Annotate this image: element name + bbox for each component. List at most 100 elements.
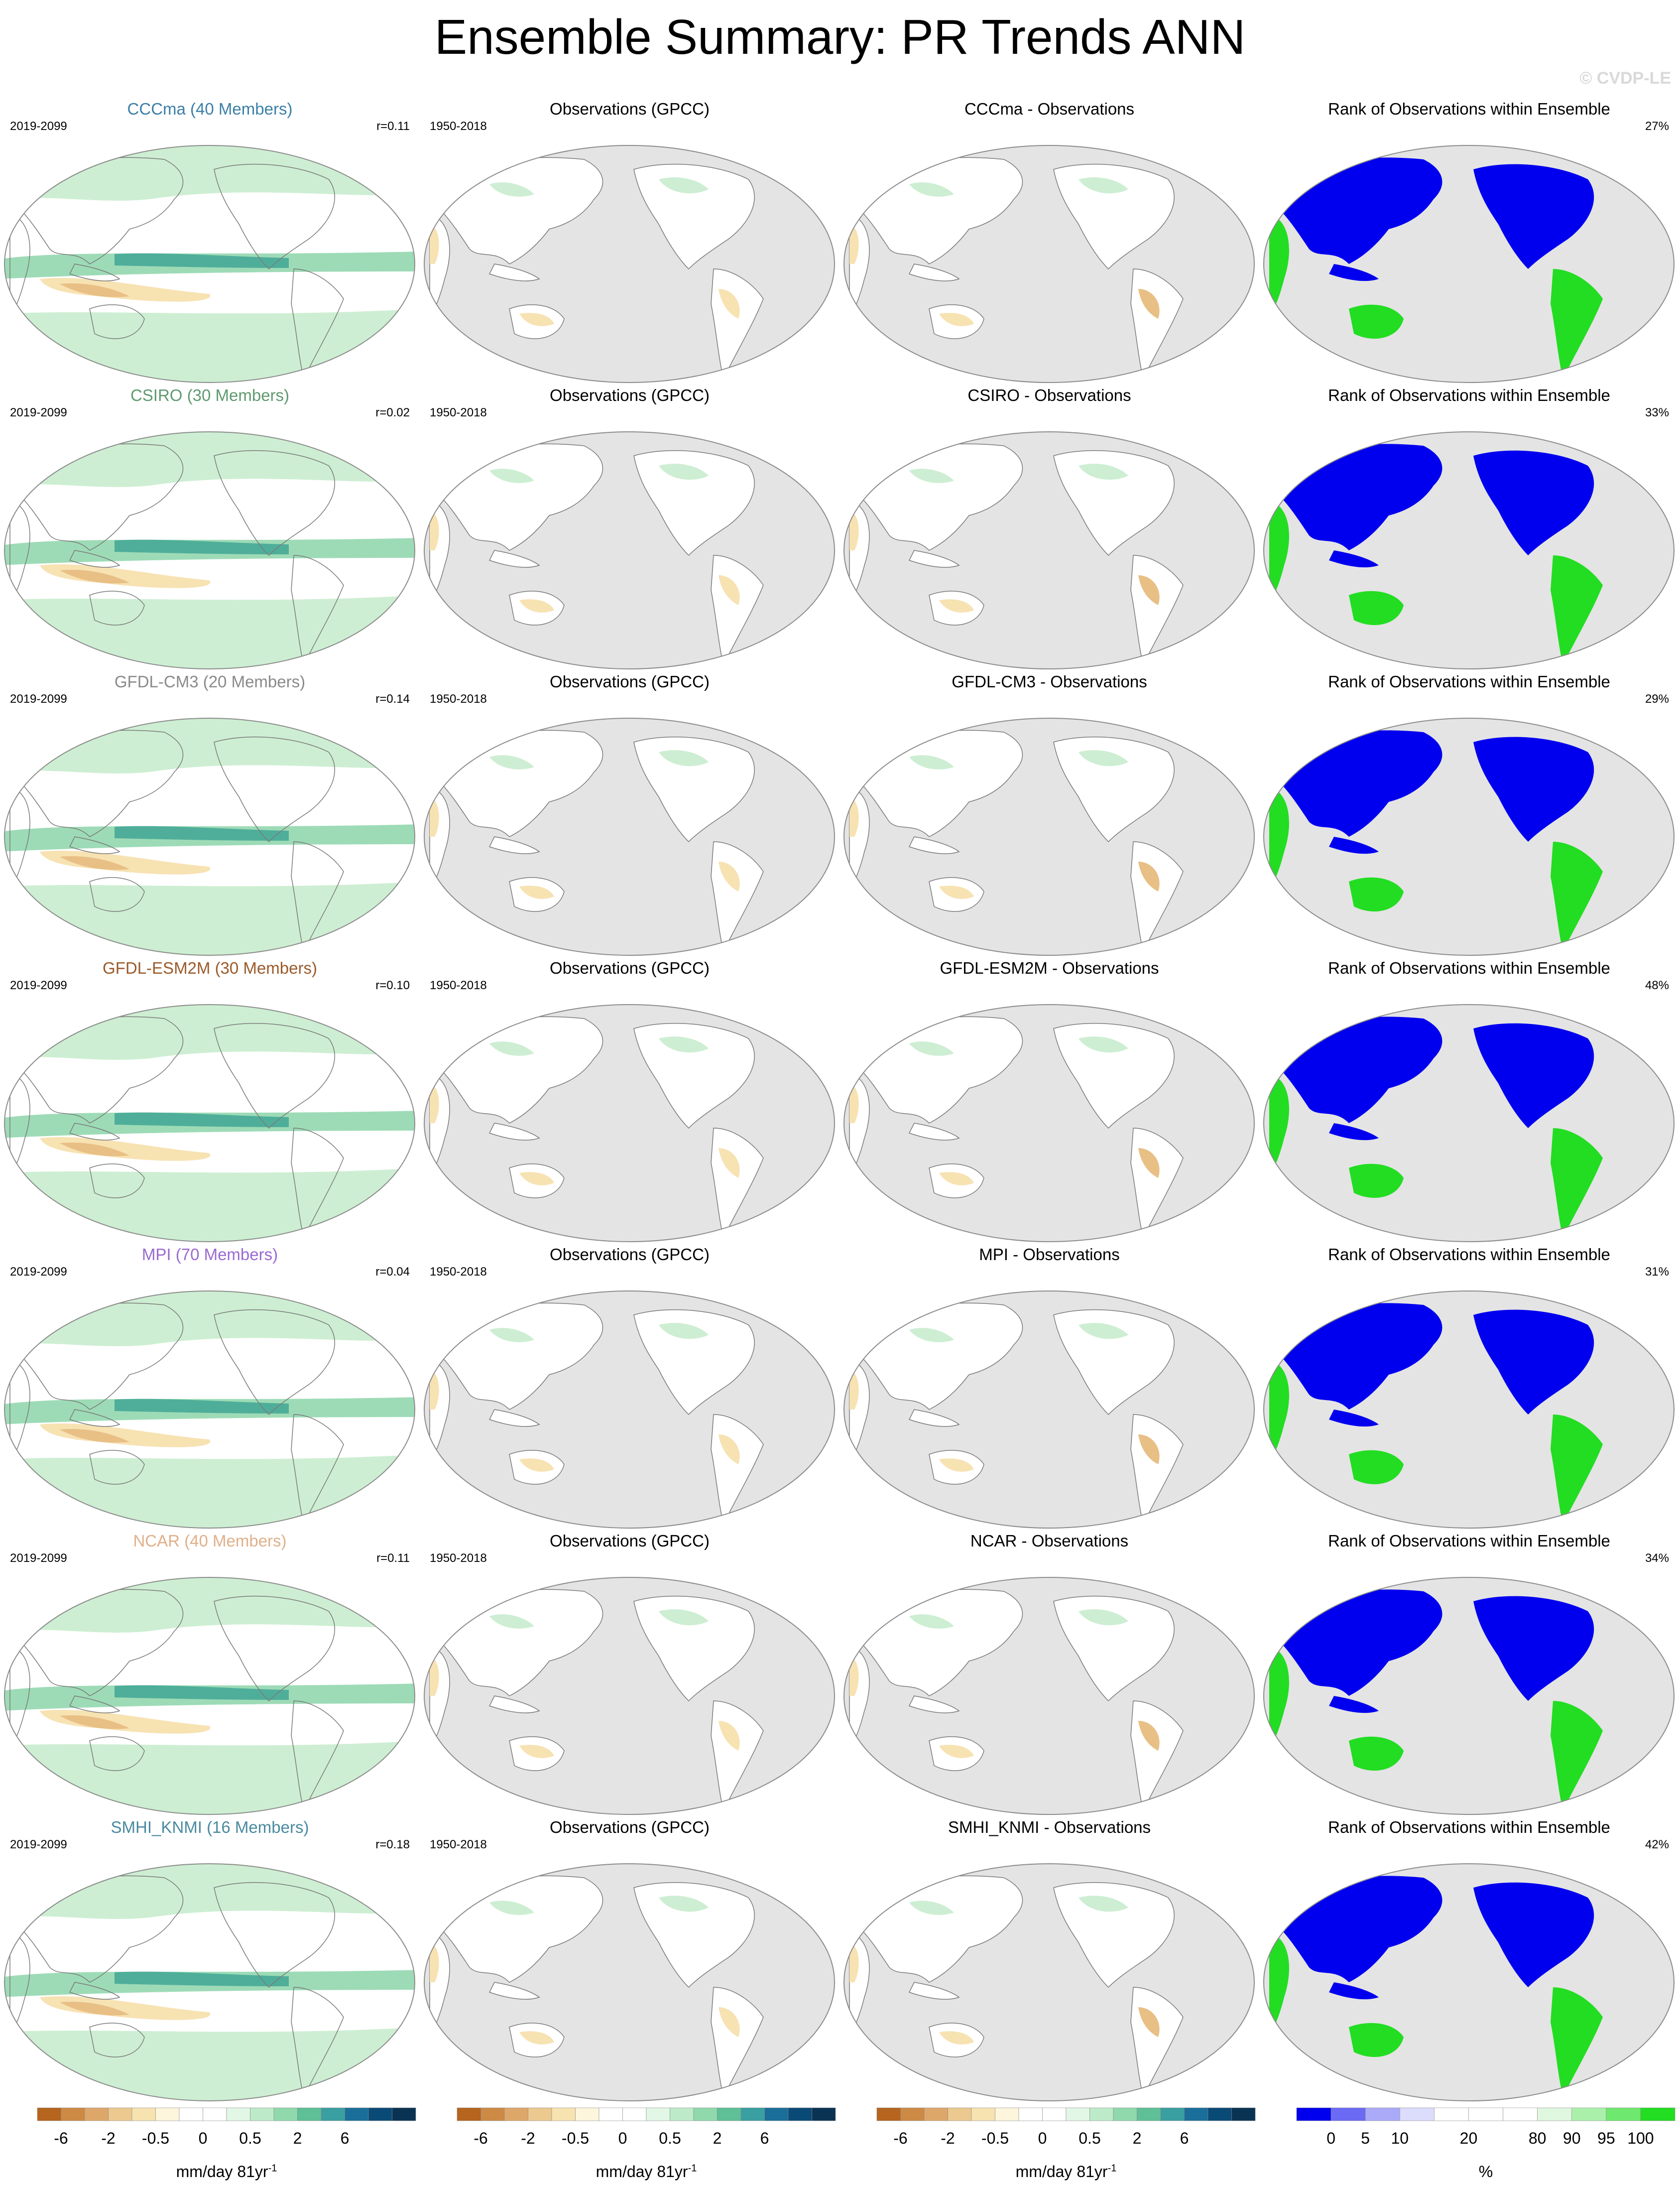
dry-patch-africa xyxy=(849,797,859,837)
coastline-samerica xyxy=(291,1414,344,1526)
pattern-correlation: r=0.10 xyxy=(375,979,410,992)
colorbar-unit: % xyxy=(1478,2163,1493,2181)
colorbar-svg: -6 -2 -0.5 0 0.5 2 6 xyxy=(37,2107,416,2147)
wet-patch-namerica xyxy=(659,177,709,194)
dry-core xyxy=(60,1715,129,1729)
diff-panel-MPI: MPI - Observations xyxy=(840,1245,1259,1531)
land-eurasia xyxy=(859,1875,1023,1983)
colorbar-tick-label: 80 xyxy=(1529,2129,1547,2147)
map-content xyxy=(424,432,835,669)
wet-patch-asia xyxy=(489,755,534,770)
wet-patch-asia xyxy=(909,1328,954,1342)
obs-title: Observations (GPCC) xyxy=(550,1532,710,1550)
wet-patch-asia xyxy=(489,1041,534,1056)
diff-map xyxy=(843,431,1255,669)
wet-band-pacific xyxy=(115,1971,289,1986)
dry-patch-australia xyxy=(519,1458,554,1472)
wet-patch-namerica xyxy=(659,1036,709,1053)
colorbar-swatch xyxy=(948,2107,972,2121)
wet-patch-asia xyxy=(909,1901,954,1915)
land-namerica xyxy=(1053,736,1175,843)
wet-patch-asia xyxy=(909,755,954,770)
land-greenland xyxy=(1603,1012,1643,1036)
dry-core xyxy=(60,856,129,870)
wet-band-pacific xyxy=(115,1399,289,1414)
diff-panel-SMHI_KNMI: SMHI_KNMI - Observations xyxy=(840,1818,1259,2104)
model-panel-GFDL-ESM2M: GFDL-ESM2M (30 Members) 2019-2099 r=0.10 xyxy=(0,959,420,1245)
globe-outline xyxy=(424,431,835,669)
colorbar-diff-trend: -6 -2 -0.5 0 0.5 2 6 mm/day 81yr-1 xyxy=(867,2103,1265,2183)
rank-panel-SMHI_KNMI: Rank of Observations within Ensemble 42% xyxy=(1259,1818,1679,2104)
colorbar-tick-label: -6 xyxy=(474,2129,487,2147)
colorbar-swatch xyxy=(1207,2107,1232,2121)
obs-panel-CSIRO: Observations (GPCC) 1950-2018 xyxy=(420,386,840,672)
dry-core xyxy=(60,1143,129,1157)
colorbar-swatch xyxy=(646,2107,670,2121)
land-indonesia xyxy=(908,550,960,568)
model-map xyxy=(4,1577,415,1815)
pattern-correlation: r=0.14 xyxy=(375,692,410,706)
wet-band-north xyxy=(4,1577,415,1633)
land-highlight xyxy=(1558,565,1579,600)
land-greenland xyxy=(763,1870,804,1896)
obs-panel-MPI: Observations (GPCC) 1950-2018 xyxy=(420,1245,840,1531)
land-africa xyxy=(1269,787,1289,892)
globe-outline xyxy=(1263,1577,1675,1815)
model-panel-NCAR: NCAR (40 Members) 2019-2099 r=0.11 xyxy=(0,1532,420,1817)
rank-title: Rank of Observations within Ensemble xyxy=(1328,1245,1610,1264)
colorbar-swatch xyxy=(1365,2107,1400,2121)
rank-map xyxy=(1263,1577,1675,1815)
dry-patch-samerica xyxy=(1138,1434,1160,1464)
colorbar-tick-label: -2 xyxy=(941,2129,955,2147)
dry-patch-australia xyxy=(519,599,554,613)
dry-patch-australia xyxy=(939,1172,974,1185)
wet-patch-asia xyxy=(909,182,954,197)
diff-map xyxy=(843,145,1255,383)
colorbar-tick-label: 2 xyxy=(713,2129,722,2147)
wet-patch-namerica xyxy=(1079,1323,1128,1339)
period-label: 1950-2018 xyxy=(430,406,487,419)
colorbar-tick-label: 0.5 xyxy=(1079,2129,1100,2147)
land-greenland xyxy=(1183,1011,1223,1036)
land-namerica xyxy=(1473,450,1594,555)
land-eurasia xyxy=(1279,157,1442,264)
coastline-eurasia xyxy=(19,1016,184,1124)
dry-patch-samerica xyxy=(1138,862,1160,892)
colorbar-tick-label: 6 xyxy=(1180,2129,1189,2147)
figure-title: Ensemble Summary: PR Trends ANN xyxy=(434,9,1246,64)
colorbar-svg: 0 5 10 20 80 90 95 100 xyxy=(1296,2107,1676,2147)
globe-outline xyxy=(424,718,835,956)
land-indonesia xyxy=(908,1695,960,1713)
colorbar-swatch xyxy=(155,2107,180,2121)
dry-patch-samerica xyxy=(719,289,740,319)
globe-outline xyxy=(424,1577,835,1815)
obs-panel-SMHI_KNMI: Observations (GPCC) 1950-2018 xyxy=(420,1818,840,2104)
globe-outline xyxy=(1263,431,1675,669)
land-namerica xyxy=(1053,1595,1175,1702)
colorbar-model-trend: -6 -2 -0.5 0 0.5 2 6 mm/day 81yr-1 xyxy=(27,2103,426,2183)
rank-percent: 31% xyxy=(1645,1265,1669,1279)
period-label: 1950-2018 xyxy=(430,1551,487,1565)
coastline-namerica xyxy=(214,736,335,843)
land-greenland xyxy=(1603,439,1643,463)
map-content xyxy=(1264,1005,1674,1242)
land-eurasia xyxy=(439,1302,603,1410)
coastline-indonesia xyxy=(69,1982,120,2000)
obs-title: Observations (GPCC) xyxy=(550,672,710,691)
pattern-correlation: r=0.11 xyxy=(376,1551,410,1565)
model-title: GFDL-CM3 (20 Members) xyxy=(114,672,306,691)
coastline-samerica xyxy=(291,1128,344,1239)
colorbar-swatch xyxy=(764,2107,789,2121)
obs-map xyxy=(424,145,835,383)
colorbar-swatch xyxy=(345,2107,369,2121)
map-content xyxy=(1264,1864,1674,2101)
dry-patch-africa xyxy=(849,511,859,550)
colorbar-swatch xyxy=(1296,2107,1331,2121)
wet-band-pacific xyxy=(115,539,289,554)
land-highlight xyxy=(1558,852,1579,887)
dry-patch-samerica xyxy=(719,1721,740,1751)
wet-patch-namerica xyxy=(659,464,709,480)
land-australia xyxy=(1349,591,1404,625)
colorbar-tick-label: 0 xyxy=(199,2129,208,2147)
land-australia xyxy=(1349,304,1404,339)
